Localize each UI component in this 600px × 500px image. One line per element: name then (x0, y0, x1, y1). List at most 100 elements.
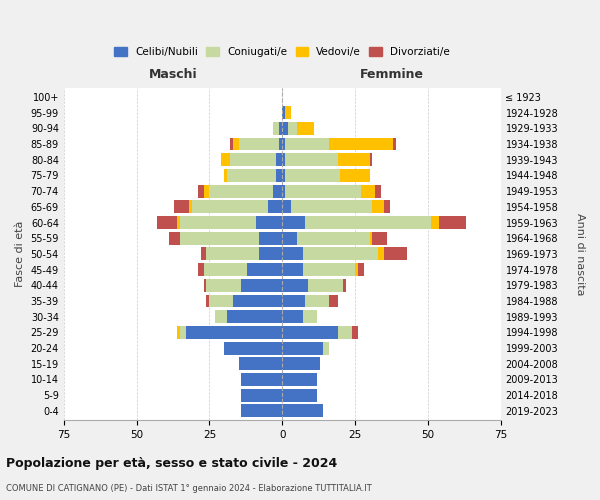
Bar (340, 169, 370, 182)
Bar (288, 122, 297, 135)
Bar (180, 232, 259, 244)
Bar (224, 169, 227, 182)
Bar (285, 169, 340, 182)
Text: COMUNE DI CATIGNANO (PE) - Dati ISTAT 1° gennaio 2024 - Elaborazione TUTTITALIA.: COMUNE DI CATIGNANO (PE) - Dati ISTAT 1°… (6, 484, 372, 493)
Bar (323, 342, 329, 354)
Bar (431, 216, 439, 229)
Bar (282, 373, 317, 386)
Bar (282, 169, 285, 182)
Bar (198, 184, 203, 198)
Bar (370, 232, 373, 244)
Bar (175, 200, 189, 213)
Bar (239, 138, 279, 150)
Bar (285, 184, 361, 198)
Bar (302, 263, 355, 276)
Bar (241, 373, 282, 386)
Bar (282, 184, 285, 198)
Bar (384, 200, 390, 213)
Bar (178, 216, 180, 229)
Bar (282, 216, 305, 229)
Bar (355, 263, 358, 276)
Bar (178, 326, 180, 339)
Bar (370, 154, 373, 166)
Bar (256, 216, 282, 229)
Bar (282, 154, 285, 166)
Bar (200, 248, 206, 260)
Bar (203, 263, 247, 276)
Bar (352, 326, 358, 339)
Bar (198, 263, 203, 276)
Bar (282, 326, 338, 339)
Text: Popolazione per età, sesso e stato civile - 2024: Popolazione per età, sesso e stato civil… (6, 458, 337, 470)
Bar (224, 342, 282, 354)
Bar (279, 122, 282, 135)
Bar (192, 200, 268, 213)
Bar (241, 279, 282, 291)
Bar (282, 294, 305, 308)
Bar (291, 200, 373, 213)
Bar (439, 216, 466, 229)
Bar (203, 279, 206, 291)
Bar (308, 279, 343, 291)
Bar (338, 326, 352, 339)
Bar (285, 106, 291, 119)
Bar (282, 263, 302, 276)
Bar (241, 388, 282, 402)
Bar (203, 184, 209, 198)
Bar (233, 294, 282, 308)
Y-axis label: Fasce di età: Fasce di età (15, 220, 25, 287)
Bar (282, 122, 288, 135)
Bar (361, 184, 376, 198)
Bar (343, 279, 346, 291)
Bar (305, 216, 431, 229)
Bar (302, 248, 378, 260)
Y-axis label: Anni di nascita: Anni di nascita (575, 212, 585, 295)
Bar (282, 248, 302, 260)
Bar (376, 184, 381, 198)
Bar (277, 154, 282, 166)
Bar (169, 232, 180, 244)
Bar (329, 138, 393, 150)
Bar (285, 154, 338, 166)
Bar (221, 154, 230, 166)
Bar (393, 138, 396, 150)
Bar (247, 263, 282, 276)
Bar (282, 200, 291, 213)
Bar (302, 310, 317, 323)
Bar (274, 122, 279, 135)
Bar (297, 232, 370, 244)
Bar (384, 248, 407, 260)
Bar (373, 200, 384, 213)
Bar (268, 200, 282, 213)
Bar (239, 358, 282, 370)
Bar (230, 154, 277, 166)
Bar (338, 154, 370, 166)
Bar (209, 184, 274, 198)
Legend: Celibi/Nubili, Coniugati/e, Vedovi/e, Divorziati/e: Celibi/Nubili, Coniugati/e, Vedovi/e, Di… (110, 43, 454, 62)
Bar (227, 310, 282, 323)
Bar (282, 342, 323, 354)
Text: Femmine: Femmine (359, 68, 424, 82)
Bar (297, 122, 314, 135)
Bar (215, 310, 227, 323)
Bar (157, 216, 178, 229)
Bar (378, 248, 384, 260)
Bar (373, 232, 387, 244)
Bar (358, 263, 364, 276)
Bar (241, 404, 282, 417)
Bar (277, 169, 282, 182)
Bar (282, 138, 285, 150)
Bar (305, 294, 329, 308)
Bar (282, 388, 317, 402)
Bar (230, 138, 233, 150)
Bar (209, 294, 233, 308)
Bar (282, 279, 308, 291)
Bar (189, 200, 192, 213)
Bar (274, 184, 282, 198)
Bar (259, 248, 282, 260)
Bar (282, 106, 285, 119)
Bar (282, 232, 297, 244)
Bar (282, 358, 320, 370)
Bar (233, 138, 239, 150)
Bar (180, 326, 186, 339)
